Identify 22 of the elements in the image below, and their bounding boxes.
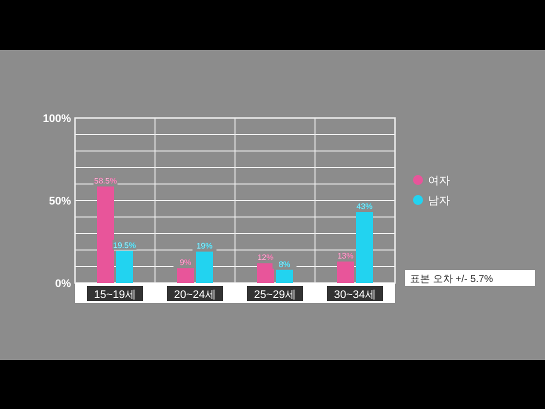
y-tick-label: 100% xyxy=(42,113,72,125)
bar xyxy=(196,252,213,283)
x-tick-label: 25~29세 xyxy=(254,289,296,301)
data-label: 9% xyxy=(180,258,192,268)
data-label: 58.5% xyxy=(94,176,117,186)
legend-label: 남자 xyxy=(428,195,450,207)
data-label: 19% xyxy=(196,242,213,251)
data-label: 12% xyxy=(257,253,274,262)
bar xyxy=(116,250,133,283)
legend-label: 여자 xyxy=(428,175,450,187)
x-tick-label: 20~24세 xyxy=(174,289,216,301)
y-tick-label: 50% xyxy=(48,196,72,208)
text: 표본 오차 +/- 5.7% xyxy=(410,274,494,285)
data-label: 13% xyxy=(337,252,354,261)
data-label: 8% xyxy=(278,260,290,269)
x-tick-label: 30~34세 xyxy=(334,289,376,301)
x-tick-label: 15~19세 xyxy=(94,289,136,301)
data-label: 43% xyxy=(356,202,373,212)
bar xyxy=(177,268,194,283)
y-tick-label: 0% xyxy=(55,278,72,290)
data-label: 19.5% xyxy=(113,240,136,250)
bar xyxy=(97,186,114,283)
